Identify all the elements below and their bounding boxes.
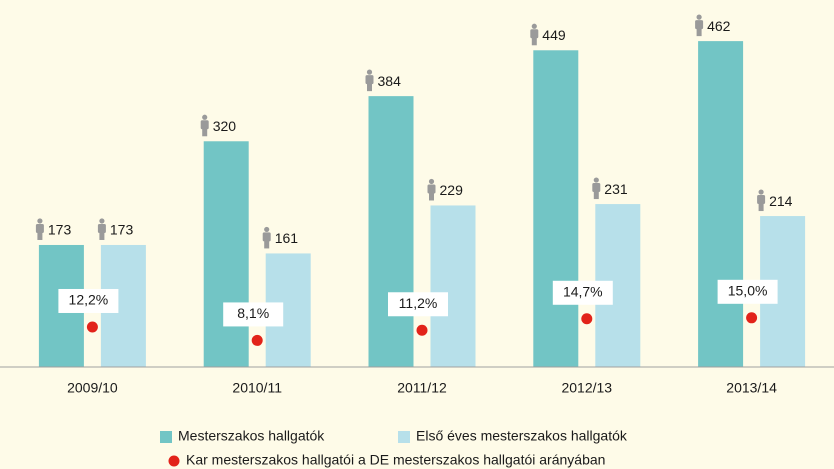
person-icon <box>696 14 702 20</box>
legend-label: Kar mesterszakos hallgatói a DE mestersz… <box>186 452 605 468</box>
person-icon <box>757 195 766 205</box>
bar <box>430 205 476 367</box>
dot <box>251 334 263 346</box>
value-label: 14,7% <box>563 283 603 299</box>
value-label: 11,2% <box>399 295 438 311</box>
label-box <box>552 280 613 305</box>
bar <box>203 141 249 367</box>
person-icon <box>99 231 105 240</box>
value-label: 320 <box>213 118 237 134</box>
person-icon <box>262 232 271 242</box>
person-icon <box>202 128 208 137</box>
dot <box>581 313 593 325</box>
label-box <box>223 302 284 327</box>
person-icon <box>695 20 704 30</box>
person-icon <box>531 37 537 46</box>
person-icon <box>593 177 599 183</box>
x-tick-label: 2012/13 <box>561 380 612 396</box>
value-label: 462 <box>707 18 731 34</box>
value-label: 214 <box>769 193 793 209</box>
legend-swatch <box>168 455 180 467</box>
value-label: 161 <box>275 230 299 246</box>
x-tick-label: 2009/10 <box>67 380 118 396</box>
person-icon <box>696 28 702 37</box>
person-icon <box>37 231 43 240</box>
dot <box>86 321 98 333</box>
value-label: 8,1% <box>237 305 269 321</box>
person-icon <box>264 240 270 249</box>
person-icon <box>758 189 764 195</box>
legend-swatch <box>398 431 410 443</box>
dot <box>746 312 758 324</box>
person-icon <box>200 120 209 130</box>
dot <box>416 324 428 336</box>
person-icon <box>428 178 435 185</box>
person-icon <box>429 192 434 201</box>
person-icon <box>97 223 106 233</box>
value-label: 15,0% <box>728 283 768 299</box>
x-tick-label: 2011/12 <box>397 380 447 396</box>
label-box <box>388 292 448 317</box>
value-label: 173 <box>110 222 134 238</box>
value-label: 231 <box>604 181 628 197</box>
person-icon <box>366 69 373 75</box>
person-icon <box>593 191 599 200</box>
person-icon <box>202 114 208 120</box>
x-tick-label: 2013/14 <box>726 380 777 396</box>
bar <box>698 41 744 368</box>
value-label: 12,2% <box>69 292 109 308</box>
person-icon <box>530 29 539 39</box>
legend-label: Első éves mesterszakos hallgatók <box>416 428 628 444</box>
legend-label: Mesterszakos hallgatók <box>178 428 325 444</box>
legend-swatch <box>160 431 172 443</box>
person-icon <box>531 23 537 29</box>
person-icon <box>37 218 43 224</box>
value-label: 449 <box>542 27 566 43</box>
bar <box>533 50 579 368</box>
label-box <box>58 288 119 313</box>
value-label: 229 <box>440 182 464 198</box>
value-label: 384 <box>378 73 402 89</box>
person-icon <box>35 223 44 233</box>
bar <box>368 96 414 367</box>
person-icon <box>99 218 105 224</box>
person-icon <box>264 226 270 233</box>
person-icon <box>758 203 764 212</box>
person-icon <box>365 75 374 85</box>
x-tick-label: 2010/11 <box>232 380 282 396</box>
person-icon <box>427 184 436 194</box>
value-label: 173 <box>48 222 72 238</box>
person-icon <box>367 83 372 92</box>
person-icon <box>592 183 601 193</box>
label-box <box>717 279 778 304</box>
